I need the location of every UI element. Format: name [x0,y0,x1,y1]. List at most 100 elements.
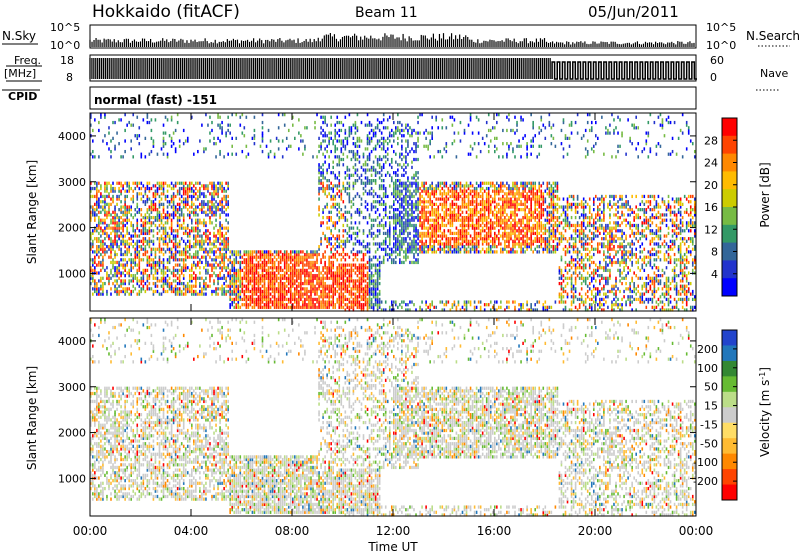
scatter-cell [308,303,310,307]
scatter-cell [348,274,351,278]
scatter-cell [132,229,135,233]
scatter-cell [370,205,373,209]
scatter-cell [356,274,359,278]
scatter-cell [433,231,435,236]
scatter-cell [409,197,411,201]
scatter-cell [435,223,438,228]
scatter-cell [110,242,112,246]
scatter-cell [193,202,195,206]
scatter-cell [413,247,415,251]
scatter-cell [312,266,314,270]
scatter-cell [136,134,139,138]
scatter-cell [300,255,302,259]
scatter-cell [366,245,369,249]
scatter-cell [358,263,361,267]
scatter-cell [322,276,324,280]
scatter-cell [233,268,236,272]
scatter-cell [203,284,205,288]
scatter-cell [358,221,361,225]
scatter-cell [320,271,322,275]
scatter-cell [144,245,147,249]
scatter-cell [340,297,343,302]
scatter-cell [195,218,197,222]
scatter-cell [380,300,383,304]
scatter-cell [166,231,169,236]
scatter-cell [259,287,262,291]
scatter-cell [403,128,405,133]
scatter-cell [186,284,189,288]
scatter-cell [296,274,298,278]
scatter-cell [427,229,429,233]
scatter-cell [255,263,258,267]
scatter-cell [118,197,120,201]
scatter-cell [96,247,98,251]
scatter-cell [374,181,377,185]
scatter-cell [427,147,429,151]
scatter-cell [186,289,189,294]
scatter-cell [106,142,108,146]
scatter-cell [388,163,391,167]
scatter-cell [322,189,324,193]
scatter-cell [346,155,349,159]
scatter-cell [112,245,114,249]
scatter-cell [170,186,173,191]
scatter-cell [265,144,268,148]
scatter-cell [174,258,177,262]
scatter-cell [366,113,369,117]
scatter-cell [172,234,175,238]
scatter-cell [433,213,435,217]
scatter-cell [285,136,288,140]
scatter-cell [405,226,407,230]
scatter-cell [356,192,359,196]
scatter-cell [144,226,147,230]
scatter-cell [142,242,145,246]
scatter-cell [332,252,334,257]
scatter-cell [384,250,387,254]
scatter-cell [314,292,316,296]
scatter-cell [195,252,197,257]
scatter-cell [304,305,306,309]
scatter-cell [249,271,252,275]
scatter-cell [376,171,379,175]
scatter-cell [362,297,365,302]
scatter-cell [354,120,357,125]
scatter-cell [415,245,417,249]
scatter-cell [344,271,347,275]
scatter-cell [205,234,207,238]
scatter-cell [152,184,155,188]
scatter-cell [370,281,373,286]
scatter-cell [245,268,248,272]
scatter-cell [231,300,233,304]
scatter-cell [348,263,351,267]
scatter-cell [225,242,227,246]
scatter-cell [429,239,431,243]
scatter-cell [360,179,363,183]
scatter-cell [90,186,92,191]
scatter-cell [203,266,205,270]
scatter-cell [306,260,308,265]
scatter-cell [316,276,318,280]
scatter-cell [172,213,175,217]
scatter-cell [356,157,359,162]
scatter-cell [334,279,337,283]
scatter-cell [417,252,419,257]
scatter-cell [346,305,349,309]
scatter-cell [324,205,326,209]
scatter-cell [395,186,397,191]
scatter-cell [166,258,169,262]
scatter-cell [199,139,201,143]
scatter-cell [211,242,213,246]
scatter-cell [257,295,260,299]
scatter-cell [219,276,221,280]
scatter-cell [417,260,419,265]
scatter-cell [112,215,114,220]
scatter-cell [292,292,294,296]
scatter-cell [350,237,353,241]
scatter-cell [364,168,367,172]
scatter-cell [340,245,343,249]
scatter-cell [372,205,375,209]
scatter-cell [279,268,282,272]
scatter-cell [106,184,108,188]
scatter-cell [411,147,413,151]
scatter-cell [170,221,173,225]
